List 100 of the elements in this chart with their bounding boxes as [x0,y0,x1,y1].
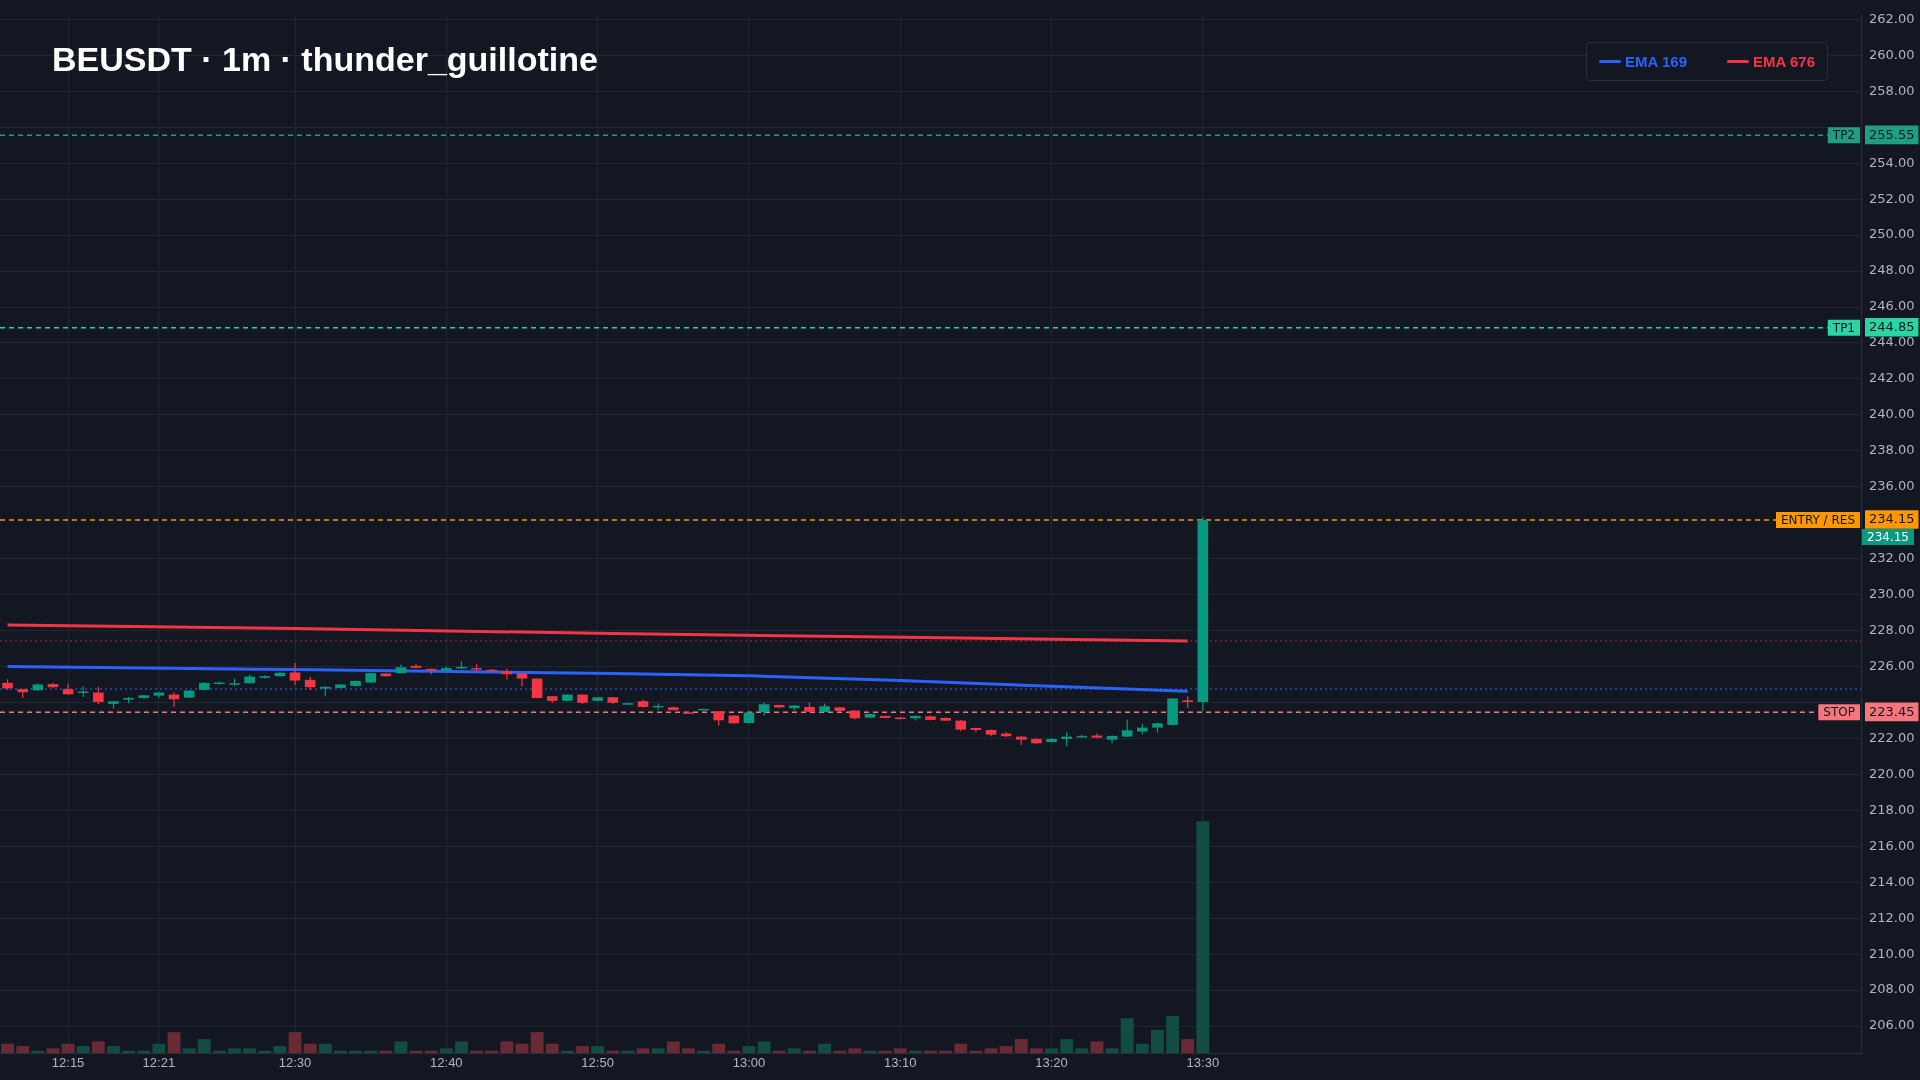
bar [1,1043,14,1053]
x-tick-label: 13:30 [1186,1055,1220,1071]
bar [394,1041,408,1053]
bar [303,1043,317,1053]
bar [197,1039,211,1053]
bar [228,1048,241,1053]
bar [455,1041,468,1053]
y-tick-label: 242.00 [1869,370,1915,386]
bar [1181,1039,1195,1053]
bar [515,1043,529,1053]
ref-line-label: TP2 [1831,128,1855,143]
ref-line-label: ENTRY / RES [1781,513,1855,528]
bar [318,1043,332,1053]
y-tick-label: 258.00 [1869,82,1915,98]
x-tick-label: 12:15 [51,1055,85,1071]
bar [1014,1039,1028,1053]
y-tick-label: 262.00 [1869,10,1915,26]
y-tick-label: 255.55 [1869,126,1915,142]
x-tick-label: 12:50 [581,1055,614,1071]
bar [636,1048,650,1053]
bar [1105,1048,1119,1053]
y-tick-label: 246.00 [1869,298,1915,314]
bar [651,1048,665,1053]
candlestick [501,667,513,681]
bar [545,1043,559,1053]
y-tick-label: 248.00 [1869,262,1915,278]
candlestick [516,672,528,687]
bar [591,1046,605,1053]
y-tick-label: 240.00 [1869,406,1915,422]
bar [439,1048,453,1053]
x-tick-label: 12:30 [278,1055,312,1071]
bar [1196,821,1210,1053]
bar [1045,1048,1058,1053]
y-tick-label: 223.45 [1869,703,1915,719]
candlestick [289,662,301,686]
bar [500,1041,514,1053]
legend-panel: EMA 169 EMA 676 [1586,42,1828,81]
y-tick-label: 218.00 [1869,801,1915,817]
y-tick-label: 236.00 [1869,478,1915,494]
x-tick-label: 13:00 [732,1055,766,1071]
bar [273,1046,287,1053]
bar [91,1041,105,1053]
x-tick-label: 13:10 [883,1055,917,1071]
y-tick-label: 206.00 [1869,1017,1915,1033]
x-tick-label: 13:20 [1035,1055,1068,1071]
y-tick-label: 252.00 [1869,190,1915,206]
bar [712,1043,726,1053]
bar [46,1048,60,1053]
bar [182,1048,196,1053]
ref-line-label: STOP [1823,705,1856,720]
y-tick-label: 210.00 [1869,945,1915,961]
y-tick-label: 244.00 [1869,334,1915,350]
y-tick-label: 220.00 [1869,765,1915,781]
y-tick-label: 208.00 [1869,981,1915,997]
bar [576,1046,589,1053]
bar [1135,1043,1149,1053]
bar [984,1048,998,1053]
bar [954,1043,968,1053]
bar [757,1041,771,1053]
y-tick-label: 216.00 [1869,837,1915,853]
y-tick-label: 228.00 [1869,621,1915,637]
y-tick-label: 234.15 [1869,511,1915,527]
bar [107,1046,120,1053]
bar [61,1043,75,1053]
bar [1075,1048,1089,1053]
y-tick-label: 222.00 [1869,729,1915,745]
y-tick-label: 260.00 [1869,46,1915,62]
bar [288,1032,302,1053]
bar [1120,1018,1134,1053]
bar [1060,1039,1074,1053]
bar [152,1043,166,1053]
bar [666,1041,680,1053]
bar [742,1046,756,1053]
bar [818,1043,832,1053]
bar [16,1046,30,1053]
y-tick-label: 254.00 [1869,154,1915,170]
bar [530,1032,544,1053]
y-tick-label: 250.00 [1869,226,1915,242]
bar [848,1048,862,1053]
ref-line-label: TP1 [1831,320,1855,335]
bar [787,1048,801,1053]
y-tick-label: 230.00 [1869,585,1915,601]
y-tick-label: 214.00 [1869,873,1915,889]
text: BEUSDT · 1m · thunder_guillotine [52,40,598,79]
y-tick-label: 232.00 [1869,550,1915,566]
bar [76,1046,90,1053]
bar [681,1048,695,1053]
y-tick-label: 238.00 [1869,442,1915,458]
bar [1029,1048,1043,1053]
bar [1090,1041,1104,1053]
y-tick-label: 226.00 [1869,657,1915,673]
bar [1151,1029,1164,1053]
x-tick-label: 12:21 [142,1055,176,1071]
y-tick-label: 212.00 [1869,909,1915,925]
bar [243,1048,257,1053]
y-tick-label: 244.85 [1869,319,1915,335]
bar [893,1048,907,1053]
bar [1166,1015,1180,1053]
bar [167,1032,181,1053]
x-tick-label: 12:40 [430,1055,463,1071]
